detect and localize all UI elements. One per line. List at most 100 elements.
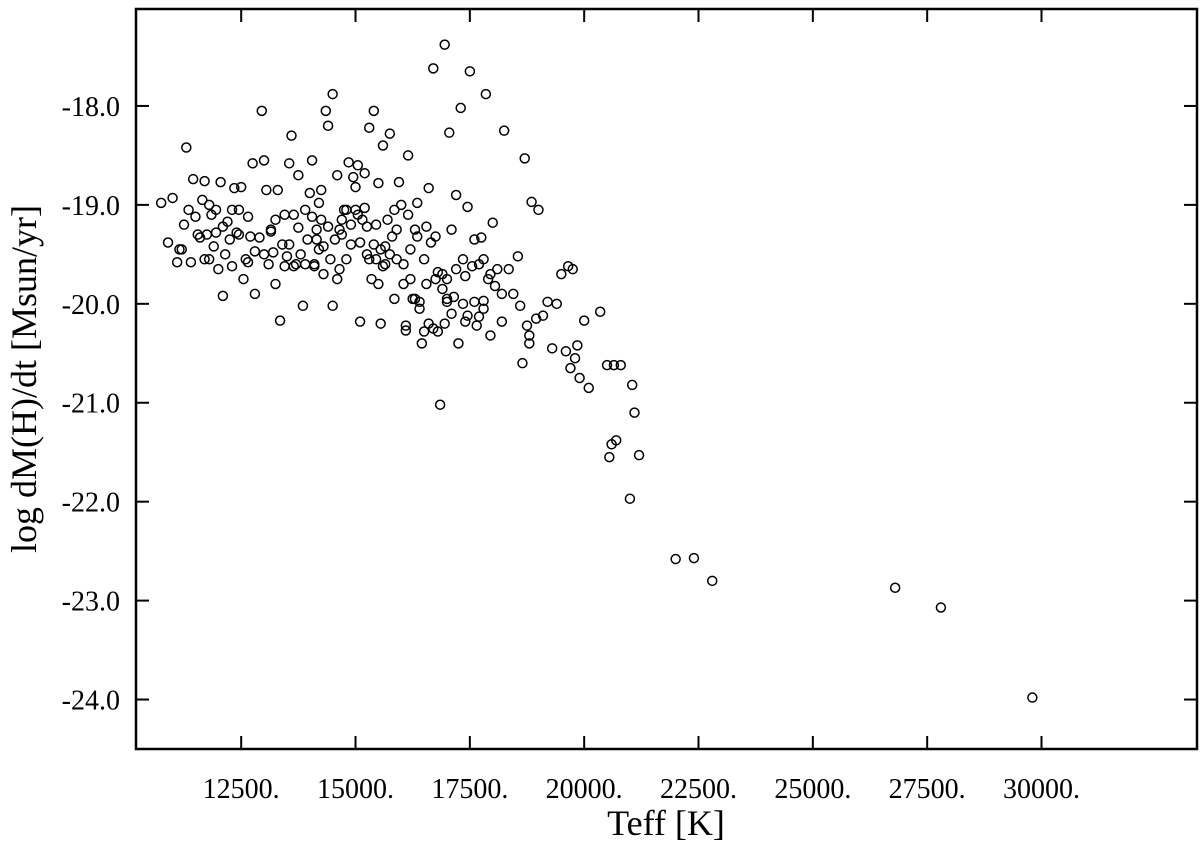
data-point [487,217,498,228]
data-point [293,169,304,181]
data-point [537,310,549,321]
data-point [423,182,434,194]
data-point [519,153,530,164]
data-point [199,254,210,265]
data-point [261,184,272,196]
data-point [336,229,348,240]
data-point [341,204,352,216]
data-point [421,221,432,232]
data-point [412,197,423,209]
data-point [183,204,194,216]
data-point [471,320,482,331]
data-point [258,249,270,260]
data-point [288,260,300,272]
data-point [496,316,508,327]
data-point [359,202,370,214]
data-point [233,204,245,216]
data-point [171,257,183,268]
data-point [315,184,327,196]
data-point [274,315,286,326]
data-point [354,237,366,248]
data-point [370,254,382,265]
data-point [288,209,300,221]
data-point [608,359,620,371]
data-point [315,214,327,225]
data-point [489,280,501,292]
y-axis-title: log dM(H)/dt [Msun/yr] [4,205,44,553]
data-point [428,323,439,334]
data-point [215,176,226,188]
data-point [551,298,562,310]
data-point [306,155,318,166]
data-point [361,221,373,232]
data-point [350,181,361,193]
data-point [594,306,606,317]
data-point [286,130,297,141]
data-point [604,451,615,463]
data-point [334,263,345,275]
data-point [373,177,384,189]
data-point [398,278,409,290]
data-point [242,211,254,223]
data-point [446,224,457,235]
data-point [492,263,503,275]
data-point [375,318,386,329]
data-point [428,63,439,74]
data-point [334,224,345,235]
data-point [208,241,219,252]
data-point [178,219,190,230]
data-point [496,288,508,300]
data-point [313,197,325,209]
x-tick-label: 15000. [317,774,394,805]
data-point [469,234,480,245]
data-point [190,211,201,223]
data-point [526,196,537,208]
data-point [217,221,229,232]
data-point [416,338,428,349]
data-points [155,39,1038,703]
data-point [524,338,535,349]
data-point [336,214,348,225]
data-point [347,171,359,183]
data-point [229,182,240,194]
data-point [345,219,357,230]
data-point [174,244,185,255]
axis-ticks [136,9,1197,749]
data-point [270,278,281,290]
data-point [412,231,423,242]
data-point [226,260,238,272]
data-point [464,66,476,77]
data-point [560,346,572,357]
data-point [359,167,370,179]
data-point [688,552,700,564]
data-point [670,553,681,565]
data-point [210,204,222,216]
data-point [313,244,325,255]
data-point [430,231,441,242]
data-point [267,247,279,258]
data-point [935,602,947,613]
data-point [439,39,450,50]
data-point [460,270,471,282]
data-point [203,199,215,211]
data-point [192,229,203,240]
x-tick-label: 12500. [203,774,280,805]
data-point [311,224,322,235]
y-tick-label: -19.0 [62,191,120,222]
data-point [478,254,489,265]
data-point [320,105,332,117]
data-point [485,268,496,280]
data-point [414,296,425,308]
data-point [569,352,581,364]
data-point [462,201,473,213]
data-point [325,254,336,265]
data-point [247,158,258,169]
x-axis-title: Teff [K] [607,803,725,843]
data-point [521,320,533,331]
data-point [249,246,261,257]
data-point [430,273,441,285]
data-point [235,181,247,193]
data-point [382,214,393,225]
data-point [405,273,416,285]
data-point [706,575,718,587]
